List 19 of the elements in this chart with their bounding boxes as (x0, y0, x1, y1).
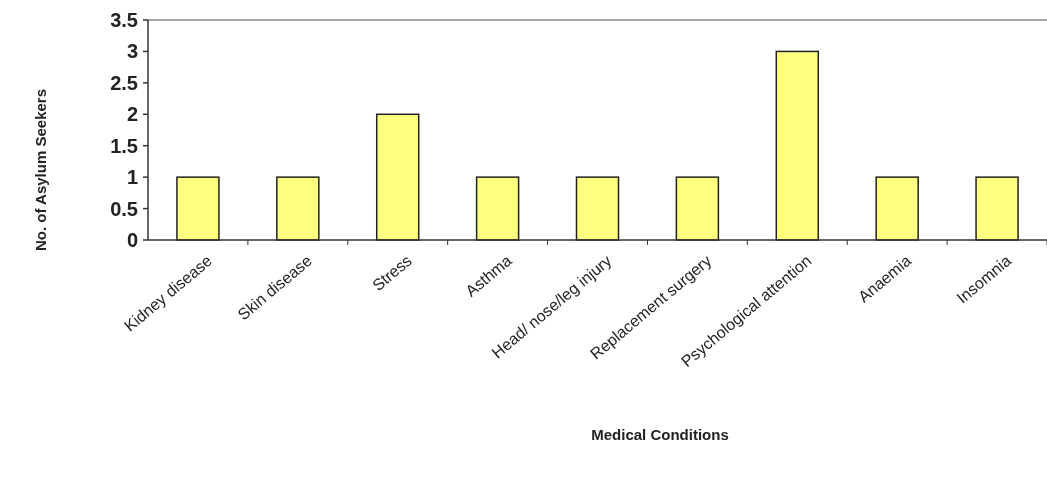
y-tick-label: 2 (126, 103, 138, 126)
y-tick-label: 1 (126, 166, 138, 189)
y-axis-title: No. of Asylum Seekers (32, 88, 49, 252)
bar (775, 50, 820, 241)
x-axis-title: Medical Conditions (591, 426, 729, 443)
y-tick-label: 3 (126, 40, 138, 63)
bar (875, 176, 919, 241)
y-tick-label: 1.5 (110, 134, 138, 157)
bar (276, 176, 320, 241)
bar (375, 113, 420, 241)
y-tick-label: 0.5 (110, 197, 138, 220)
y-tick-label: 2.5 (110, 71, 138, 94)
bar (675, 176, 720, 241)
bar (475, 176, 520, 241)
y-tick-label: 3.5 (110, 9, 138, 31)
bar (176, 176, 220, 241)
y-tick-label: 0 (126, 229, 138, 251)
bar (575, 176, 620, 241)
bar (975, 176, 1019, 241)
